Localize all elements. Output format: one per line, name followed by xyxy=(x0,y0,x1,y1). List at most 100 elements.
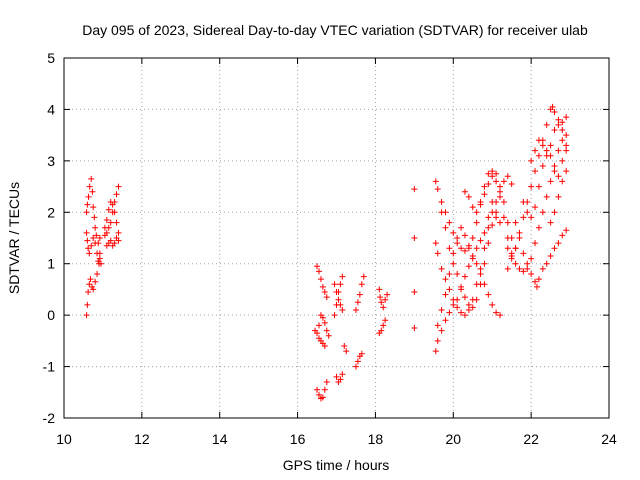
data-point xyxy=(563,227,570,234)
y-tick-label: -2 xyxy=(43,410,56,426)
data-point xyxy=(461,312,468,319)
data-point xyxy=(105,206,112,213)
data-point xyxy=(477,265,484,272)
data-point xyxy=(96,235,103,241)
data-point xyxy=(469,304,476,311)
data-point xyxy=(528,255,535,262)
data-point xyxy=(86,250,93,257)
data-point xyxy=(469,253,476,259)
data-point xyxy=(477,237,484,244)
data-point xyxy=(473,209,480,216)
data-point xyxy=(84,201,91,208)
data-point xyxy=(113,191,120,198)
data-point xyxy=(539,265,546,272)
data-point xyxy=(489,301,496,308)
data-point xyxy=(563,168,570,175)
data-point xyxy=(84,301,91,308)
data-point xyxy=(115,237,122,244)
data-point xyxy=(535,224,542,231)
data-point xyxy=(532,204,539,211)
series-arc-3a xyxy=(314,263,330,301)
data-point xyxy=(539,142,546,149)
data-point xyxy=(315,322,322,329)
data-point xyxy=(528,271,535,277)
data-point xyxy=(83,312,90,319)
x-tick-label: 12 xyxy=(134,431,150,447)
data-point xyxy=(465,263,472,270)
data-point xyxy=(497,183,503,190)
data-point xyxy=(384,291,391,298)
data-point xyxy=(520,250,527,257)
data-point xyxy=(508,253,515,259)
data-point xyxy=(473,245,480,252)
data-point xyxy=(319,283,326,290)
series-arc-4b xyxy=(331,273,346,319)
data-point xyxy=(563,114,570,121)
data-point xyxy=(323,327,330,334)
data-point xyxy=(111,240,118,247)
data-point xyxy=(532,147,539,154)
data-point xyxy=(107,219,114,226)
data-point xyxy=(504,235,511,241)
data-point xyxy=(91,214,98,221)
data-point xyxy=(493,309,500,316)
data-point xyxy=(432,348,439,355)
data-point xyxy=(331,312,338,319)
data-point xyxy=(535,152,542,159)
data-point xyxy=(555,193,562,200)
data-point xyxy=(434,250,441,257)
data-point xyxy=(442,276,449,283)
data-point xyxy=(551,245,558,252)
data-point xyxy=(380,304,387,311)
data-point xyxy=(551,127,558,133)
data-point xyxy=(551,109,558,115)
series-arc-7e xyxy=(434,224,503,329)
data-point xyxy=(95,240,102,247)
data-point xyxy=(450,229,457,236)
data-point xyxy=(315,391,322,398)
data-point xyxy=(493,209,500,216)
data-point xyxy=(438,265,445,272)
y-tick-label: -1 xyxy=(43,359,56,375)
data-point xyxy=(559,127,566,133)
series-arc-4c xyxy=(333,371,346,385)
data-point xyxy=(543,152,550,159)
data-point xyxy=(337,376,344,383)
data-point xyxy=(497,312,503,319)
data-point xyxy=(442,291,449,298)
data-point xyxy=(89,283,96,290)
data-point xyxy=(101,224,108,231)
data-point xyxy=(528,157,535,164)
data-point xyxy=(555,240,562,247)
data-point xyxy=(547,219,554,226)
data-point xyxy=(458,245,465,252)
data-point xyxy=(341,343,348,349)
data-point xyxy=(321,343,328,349)
data-point xyxy=(489,199,496,205)
data-point xyxy=(559,119,566,126)
data-point xyxy=(380,322,387,329)
data-point xyxy=(489,173,496,180)
data-point xyxy=(86,183,93,190)
series-arc-8f xyxy=(547,168,570,226)
data-point xyxy=(500,214,507,221)
data-point xyxy=(377,294,384,301)
data-point xyxy=(454,235,461,241)
data-point xyxy=(352,307,359,313)
data-point xyxy=(94,271,101,277)
y-tick-label: 4 xyxy=(47,101,55,117)
data-point xyxy=(360,273,367,280)
y-tick-label: 0 xyxy=(47,307,55,323)
data-point xyxy=(547,178,554,185)
data-point xyxy=(493,170,500,177)
data-point xyxy=(331,281,338,288)
data-point xyxy=(528,183,535,190)
x-tick-label: 16 xyxy=(290,431,306,447)
data-point xyxy=(481,245,488,252)
data-point xyxy=(555,116,562,123)
data-point xyxy=(500,199,507,205)
series-arc-5a xyxy=(352,273,367,313)
data-point xyxy=(315,268,322,275)
data-point xyxy=(559,178,566,185)
data-point xyxy=(458,283,465,290)
